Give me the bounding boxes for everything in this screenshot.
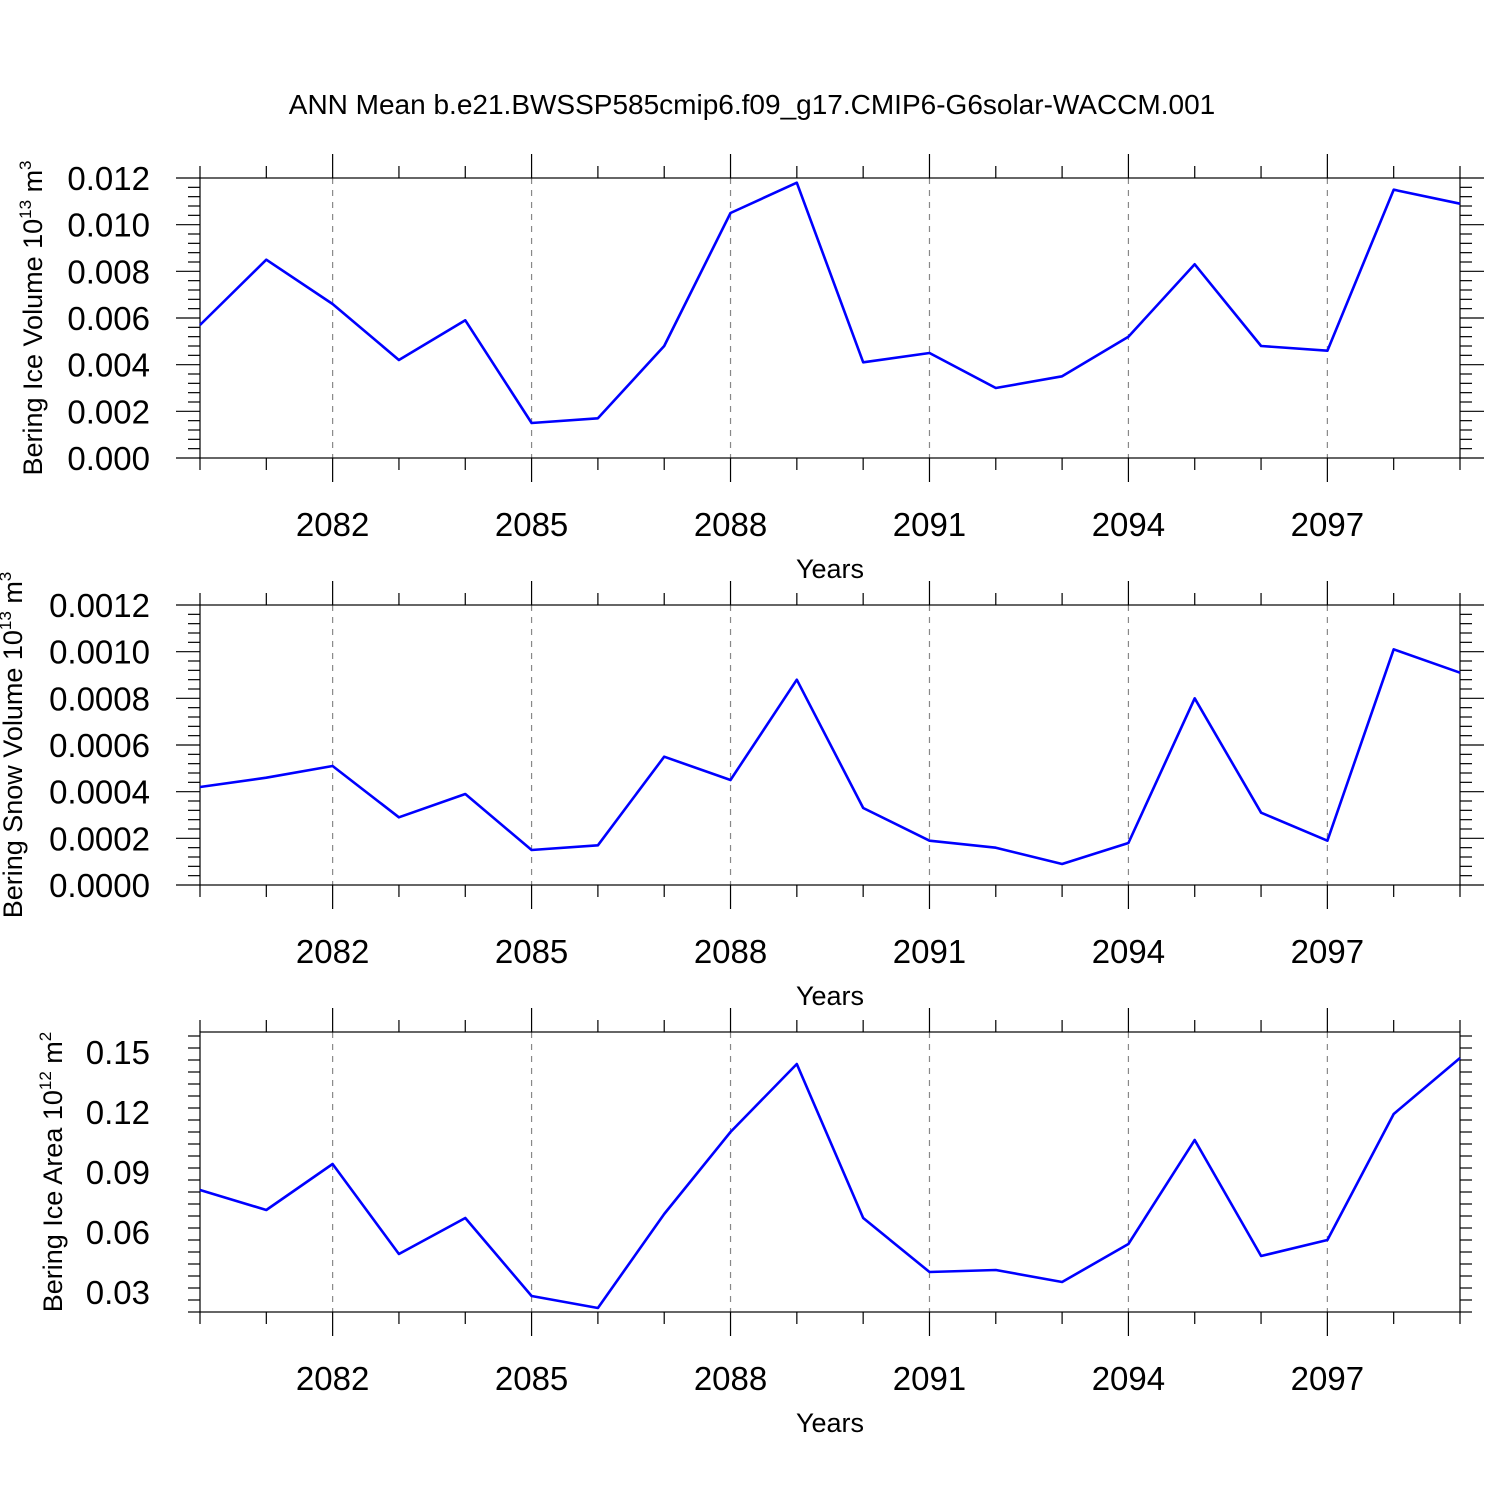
x-tick-label: 2088 — [694, 1360, 767, 1397]
x-tick-label: 2094 — [1092, 506, 1165, 543]
y-tick-label: 0.09 — [86, 1154, 150, 1191]
y-axis-label-part: Bering Snow Volume 10 — [0, 630, 28, 918]
y-axis-label-superscript: 13 — [16, 200, 35, 219]
x-tick-label: 2091 — [893, 933, 966, 970]
y-axis-label-part: m — [38, 1041, 68, 1071]
y-axis-label-superscript: 2 — [36, 1032, 55, 1041]
y-axis-label-superscript: 12 — [36, 1071, 55, 1090]
panel-3: 2082 2085 2088 2091 2094 2097 0.03 0.06 0.09 0.12… — [36, 1008, 1472, 1438]
panels: 2082 2085 2088 2091 2094 2097 0.000 0.002 0.004 0… — [0, 154, 1484, 1438]
figure-title: ANN Mean b.e21.BWSSP585cmip6.f09_g17.CMI… — [289, 89, 1215, 120]
x-tick-label: 2082 — [296, 1360, 369, 1397]
x-tick-label: 2097 — [1291, 933, 1364, 970]
y-tick-label: 0.0002 — [49, 820, 150, 857]
series-line-1 — [199, 181, 1461, 425]
y-tick-label: 0.010 — [67, 207, 150, 244]
y-tick-label: 0.0012 — [49, 587, 150, 624]
series-line-1 — [199, 1057, 1461, 1310]
y-axis-label-superscript: 13 — [0, 611, 15, 630]
y-tick-label: 0.004 — [67, 347, 150, 384]
y-tick-label: 0.15 — [86, 1034, 150, 1071]
y-tick-label: 0.008 — [67, 253, 150, 290]
y-axis-label-superscript: 3 — [0, 572, 15, 581]
x-axis-label: Years — [796, 554, 864, 584]
y-tick-label: 0.06 — [86, 1214, 150, 1251]
x-tick-label: 2094 — [1092, 1360, 1165, 1397]
y-tick-label: 0.03 — [86, 1274, 150, 1311]
x-tick-label: 2094 — [1092, 933, 1165, 970]
y-tick-label: 0.000 — [67, 440, 150, 477]
x-tick-label: 2085 — [495, 506, 568, 543]
panel-2: 2082 2085 2088 2091 2094 2097 0.0000 0.0002 0.00… — [0, 572, 1484, 1011]
x-tick-label: 2091 — [893, 1360, 966, 1397]
x-tick-label: 2097 — [1291, 1360, 1364, 1397]
x-tick-label: 2088 — [694, 933, 767, 970]
y-tick-label: 0.0006 — [49, 727, 150, 764]
series-line-1 — [199, 647, 1461, 866]
y-axis-label-part: Bering Ice Area 10 — [38, 1090, 68, 1312]
x-tick-label: 2085 — [495, 933, 568, 970]
y-tick-label: 0.0004 — [49, 774, 150, 811]
y-axis-label-part: m — [18, 170, 48, 200]
plot-frame — [199, 177, 1461, 459]
y-tick-label: 0.12 — [86, 1094, 150, 1131]
x-tick-label: 2097 — [1291, 506, 1364, 543]
y-tick-label: 0.002 — [67, 393, 150, 430]
x-tick-label: 2085 — [495, 1360, 568, 1397]
y-axis-label-superscript: 3 — [16, 160, 35, 169]
y-tick-label: 0.0008 — [49, 680, 150, 717]
x-tick-label: 2082 — [296, 506, 369, 543]
y-tick-label: 0.0010 — [49, 634, 150, 671]
x-tick-label: 2091 — [893, 506, 966, 543]
y-axis-label-part: m — [0, 581, 28, 611]
panel-1: 2082 2085 2088 2091 2094 2097 0.000 0.002 0.004 0… — [16, 154, 1484, 584]
x-tick-label: 2082 — [296, 933, 369, 970]
plot-frame — [199, 1031, 1461, 1313]
y-axis-label: Bering Ice Area 1012 m2 — [36, 1032, 68, 1313]
y-axis-label: Bering Ice Volume 1013 m3 — [16, 160, 48, 475]
y-axis-label-part: Bering Ice Volume 10 — [18, 219, 48, 476]
y-axis-label: Bering Snow Volume 1013 m3 — [0, 572, 28, 919]
y-tick-label: 0.0000 — [49, 867, 150, 904]
y-tick-label: 0.012 — [67, 160, 150, 197]
x-tick-label: 2088 — [694, 506, 767, 543]
x-axis-label: Years — [796, 1408, 864, 1438]
y-tick-label: 0.006 — [67, 300, 150, 337]
x-axis-label: Years — [796, 981, 864, 1011]
